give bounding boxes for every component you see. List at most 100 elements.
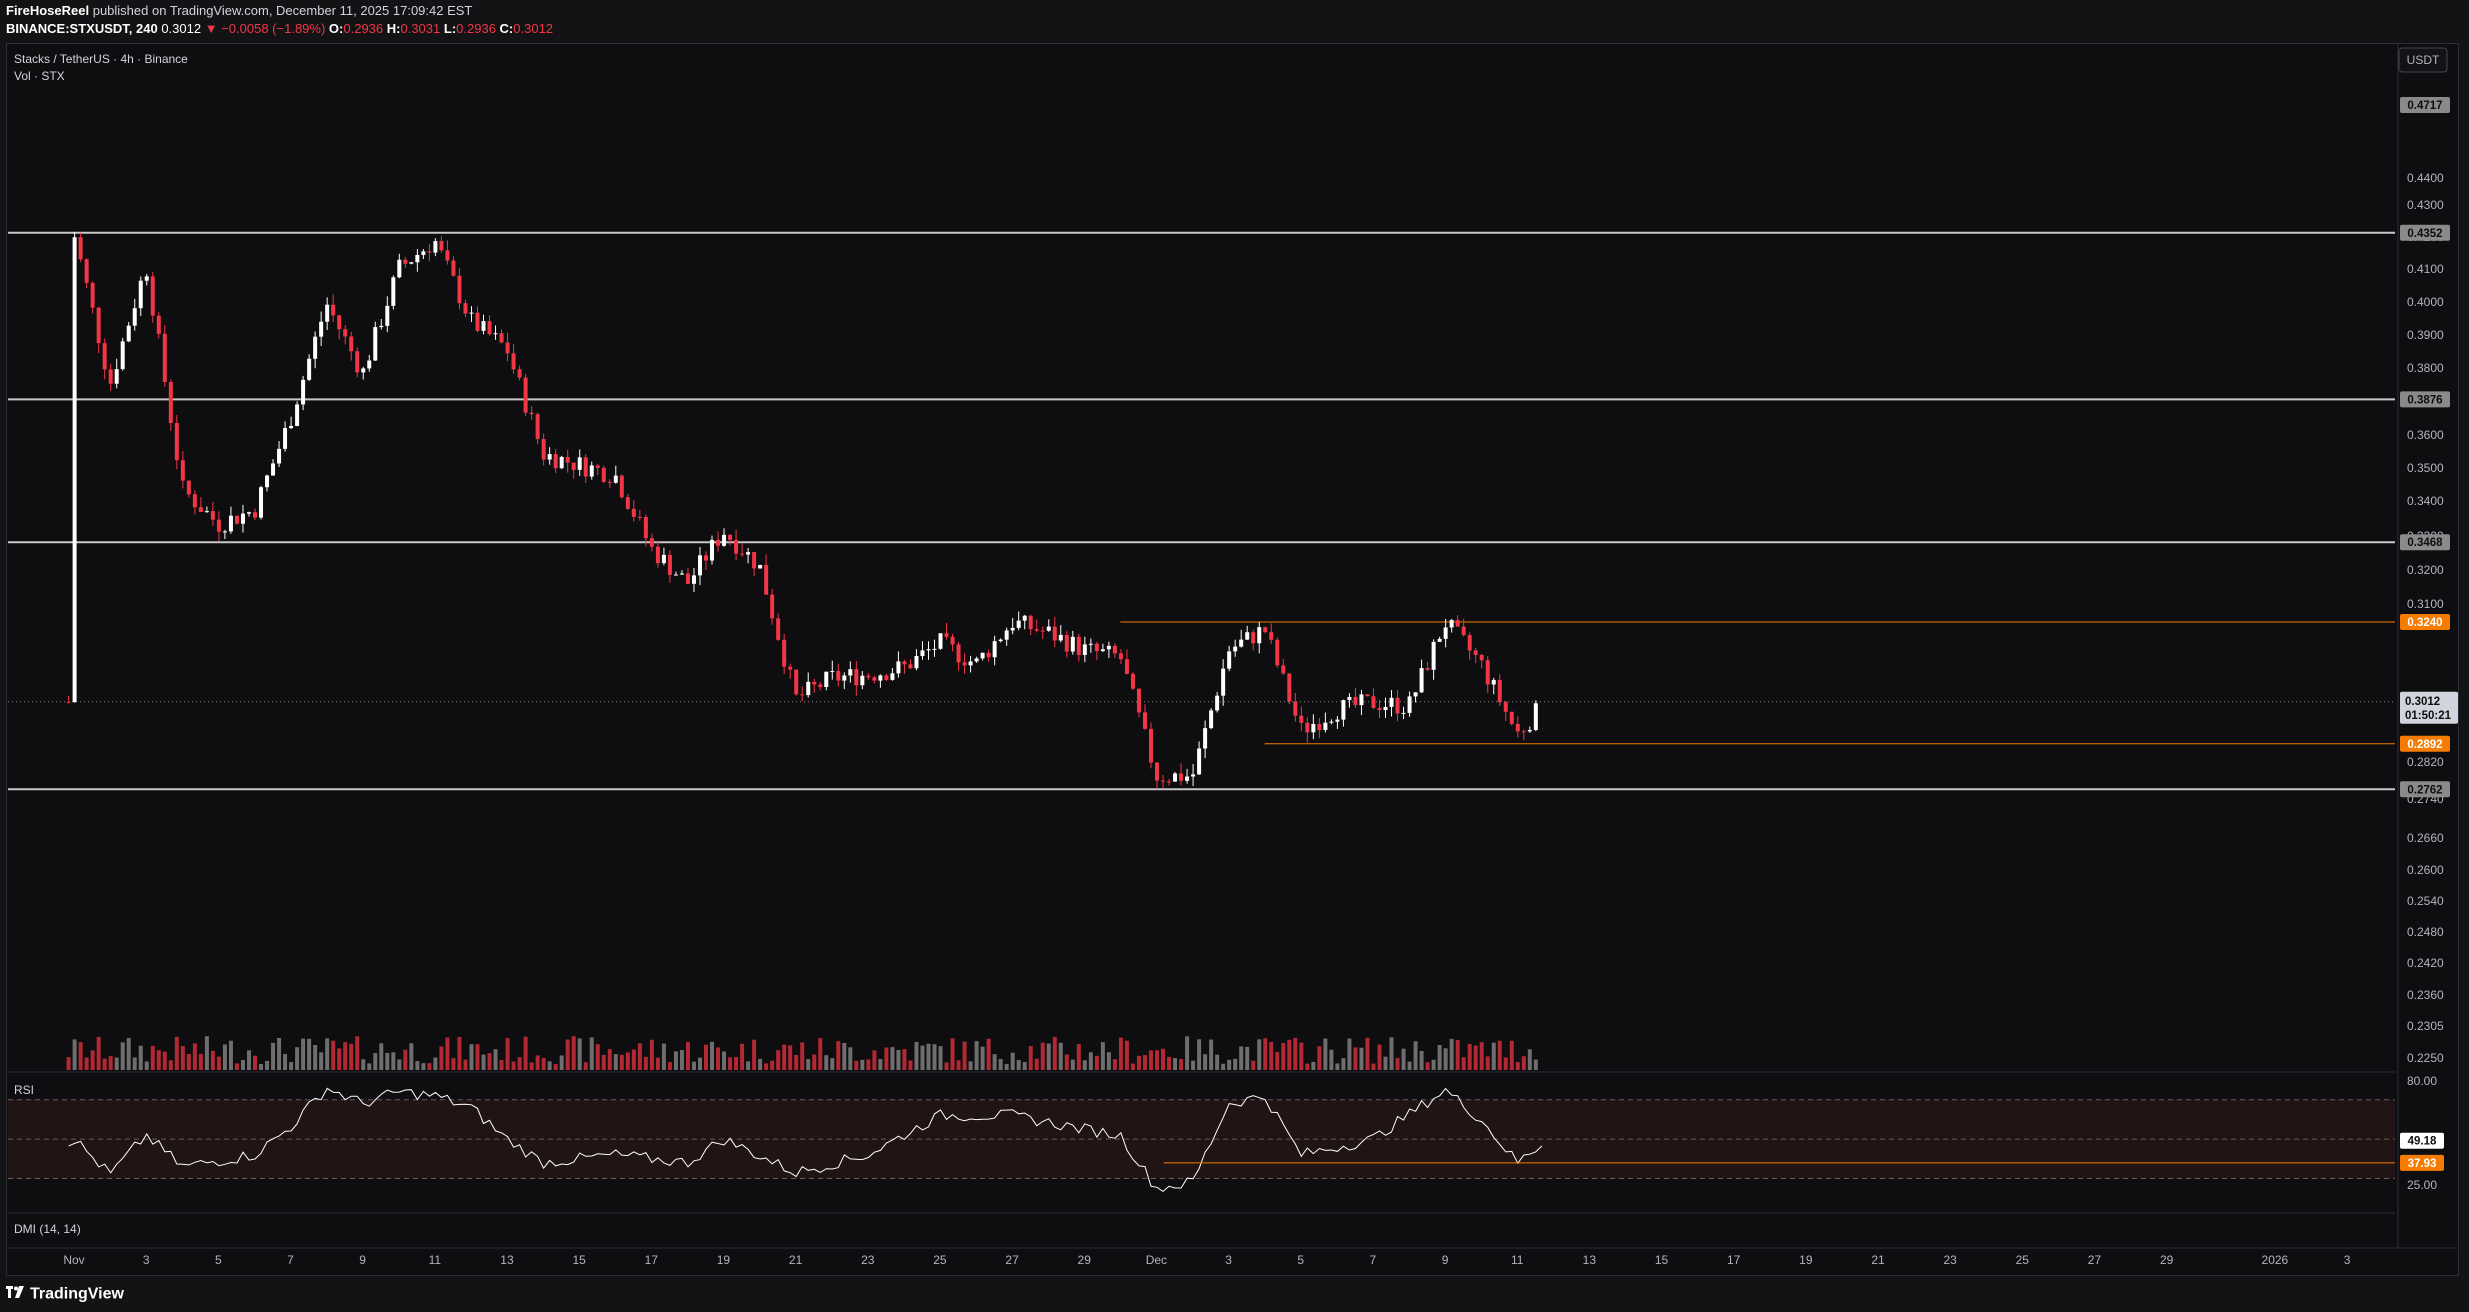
- candle-body[interactable]: [1485, 660, 1490, 685]
- candle-body[interactable]: [583, 457, 588, 477]
- candle-body[interactable]: [271, 463, 276, 476]
- candle-body[interactable]: [1311, 723, 1316, 733]
- candle-body[interactable]: [890, 673, 895, 680]
- candle-body[interactable]: [1010, 627, 1015, 631]
- candle-body[interactable]: [259, 487, 264, 518]
- candle-body[interactable]: [102, 343, 107, 370]
- candle-body[interactable]: [860, 675, 865, 686]
- candle-body[interactable]: [505, 342, 510, 354]
- candle-body[interactable]: [908, 664, 913, 669]
- candle-body[interactable]: [1455, 619, 1460, 627]
- candle-body[interactable]: [559, 456, 564, 469]
- candle-body[interactable]: [1112, 645, 1117, 654]
- axis-layer[interactable]: 0.46000.44000.43000.42000.41000.40000.39…: [63, 96, 2444, 1267]
- candle-body[interactable]: [463, 303, 468, 314]
- price-axis-tick[interactable]: 0.3900: [2407, 328, 2444, 342]
- candle-body[interactable]: [138, 280, 143, 309]
- time-axis-tick[interactable]: 3: [143, 1253, 150, 1267]
- candle-body[interactable]: [1287, 673, 1292, 702]
- candle-body[interactable]: [734, 539, 739, 554]
- candle-body[interactable]: [1323, 722, 1328, 731]
- candle-body[interactable]: [373, 327, 378, 361]
- candle-body[interactable]: [968, 661, 973, 666]
- candle-body[interactable]: [228, 515, 233, 532]
- candle-body[interactable]: [1221, 668, 1226, 696]
- price-axis-tick[interactable]: 0.2820: [2407, 755, 2444, 769]
- volume-legend[interactable]: Vol · STX: [14, 69, 65, 83]
- candle-body[interactable]: [643, 517, 648, 539]
- price-axis-tick[interactable]: 0.3100: [2407, 597, 2444, 611]
- candle-body[interactable]: [1437, 638, 1442, 642]
- candle-body[interactable]: [577, 457, 582, 470]
- candle-body[interactable]: [752, 552, 757, 569]
- candle-body[interactable]: [1497, 679, 1502, 703]
- candle-body[interactable]: [1046, 626, 1051, 631]
- candle-body[interactable]: [1022, 615, 1027, 621]
- price-axis-tick[interactable]: 0.4100: [2407, 262, 2444, 276]
- candle-body[interactable]: [601, 467, 606, 482]
- candle-body[interactable]: [637, 516, 642, 518]
- time-axis-tick[interactable]: 17: [645, 1253, 659, 1267]
- candle-body[interactable]: [1040, 630, 1045, 632]
- candle-body[interactable]: [403, 259, 408, 264]
- footer-brand[interactable]: TradingView: [6, 1285, 124, 1304]
- candle-body[interactable]: [1203, 728, 1208, 749]
- candle-body[interactable]: [162, 333, 167, 383]
- candle-body[interactable]: [397, 259, 402, 278]
- candle-body[interactable]: [1479, 654, 1484, 661]
- candle-body[interactable]: [1443, 627, 1448, 639]
- candle-body[interactable]: [613, 475, 618, 483]
- candle-body[interactable]: [511, 353, 516, 370]
- price-axis-tick[interactable]: 0.3500: [2407, 461, 2444, 475]
- candle-body[interactable]: [1257, 627, 1262, 644]
- candle-body[interactable]: [776, 618, 781, 640]
- time-axis-tick[interactable]: 25: [933, 1253, 947, 1267]
- candle-body[interactable]: [998, 639, 1003, 642]
- candle-body[interactable]: [697, 555, 702, 576]
- candle-body[interactable]: [1407, 696, 1412, 713]
- time-axis-tick[interactable]: 3: [2344, 1253, 2351, 1267]
- candle-body[interactable]: [649, 538, 654, 547]
- time-axis-tick[interactable]: Nov: [63, 1253, 84, 1267]
- time-axis-tick[interactable]: 23: [861, 1253, 875, 1267]
- candle-body[interactable]: [938, 633, 943, 649]
- candle-body[interactable]: [547, 454, 552, 460]
- candle-body[interactable]: [120, 341, 125, 370]
- candle-body[interactable]: [469, 312, 474, 314]
- candle-body[interactable]: [307, 358, 312, 380]
- candle-body[interactable]: [355, 351, 360, 373]
- candle-body[interactable]: [812, 681, 817, 685]
- time-axis-tick[interactable]: 3: [1225, 1253, 1232, 1267]
- price-axis-tick[interactable]: 0.4400: [2407, 171, 2444, 185]
- candle-body[interactable]: [1076, 636, 1081, 655]
- time-axis-tick[interactable]: 5: [1297, 1253, 1304, 1267]
- price-axis-tick[interactable]: 0.4000: [2407, 295, 2444, 309]
- candle-body[interactable]: [589, 465, 594, 477]
- candle-body[interactable]: [1173, 773, 1178, 782]
- candle-body[interactable]: [848, 669, 853, 676]
- candle-body[interactable]: [1155, 762, 1160, 781]
- candle-body[interactable]: [956, 644, 961, 663]
- candle-body[interactable]: [1473, 650, 1478, 655]
- candle-body[interactable]: [1413, 692, 1418, 697]
- candle-body[interactable]: [1431, 641, 1436, 670]
- candle-body[interactable]: [132, 308, 137, 326]
- candle-body[interactable]: [1515, 723, 1520, 732]
- candle-body[interactable]: [96, 307, 101, 344]
- candle-body[interactable]: [246, 512, 251, 514]
- candle-body[interactable]: [1142, 712, 1147, 729]
- candle-body[interactable]: [1245, 632, 1250, 640]
- price-axis-tick[interactable]: 0.2250: [2407, 1051, 2444, 1065]
- candle-body[interactable]: [126, 325, 131, 342]
- candle-body[interactable]: [902, 661, 907, 665]
- candle-body[interactable]: [439, 241, 444, 251]
- candle-body[interactable]: [722, 534, 727, 546]
- time-axis-tick[interactable]: 19: [717, 1253, 731, 1267]
- candle-body[interactable]: [1377, 707, 1382, 711]
- time-axis-tick[interactable]: 15: [572, 1253, 586, 1267]
- candle-body[interactable]: [144, 276, 149, 281]
- price-axis-tick[interactable]: 0.2600: [2407, 863, 2444, 877]
- candle-body[interactable]: [1197, 748, 1202, 775]
- candle-body[interactable]: [1070, 636, 1075, 652]
- candle-body[interactable]: [1365, 694, 1370, 697]
